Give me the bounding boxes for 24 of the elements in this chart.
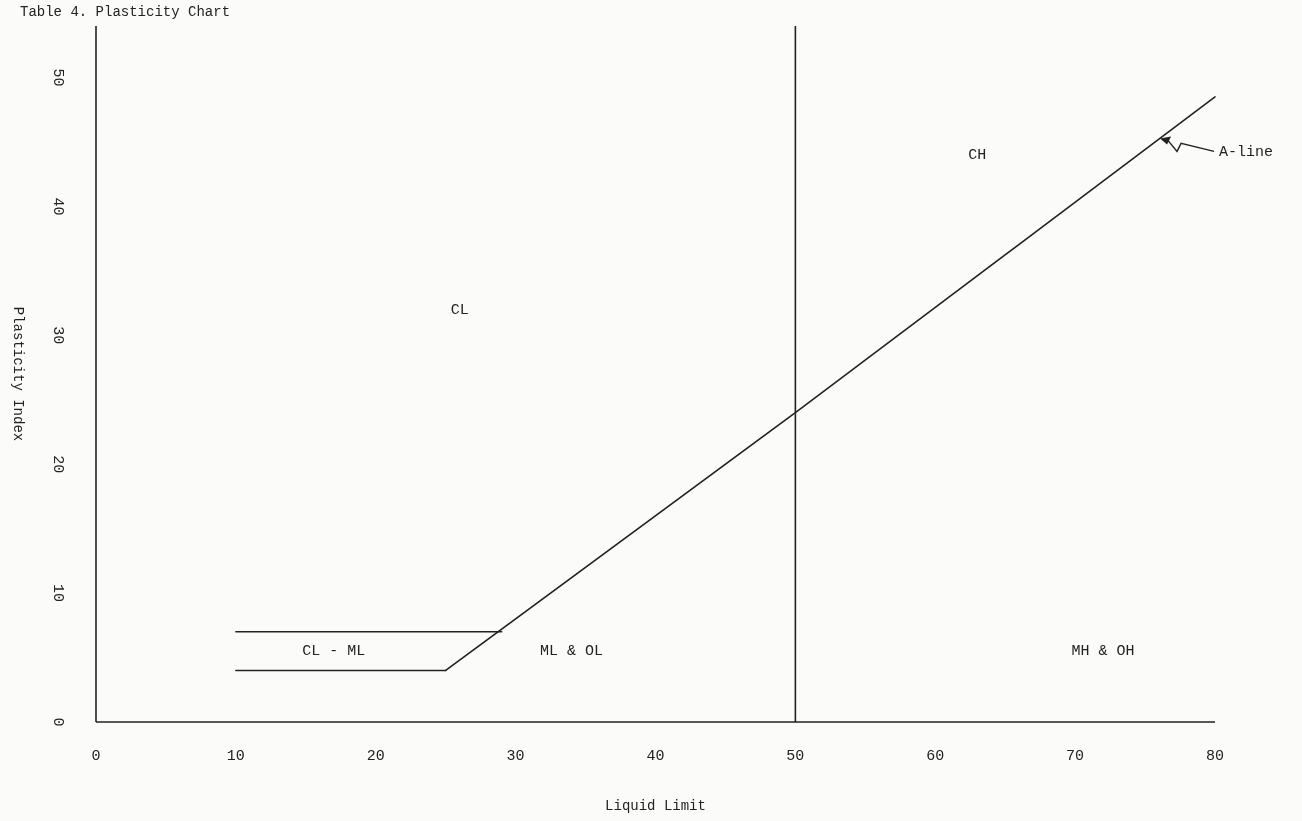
x-tick-label: 60	[926, 748, 945, 765]
y-tick-label: 20	[49, 455, 67, 474]
y-tick-label: 30	[49, 326, 67, 345]
x-tick-label: 80	[1205, 748, 1225, 765]
annotation: CH	[968, 146, 987, 164]
annotation: CL	[450, 301, 469, 319]
annotation: ML & OL	[540, 643, 604, 661]
x-axis-title: Liquid Limit	[605, 798, 706, 814]
x-tick-label: 20	[366, 748, 385, 765]
x-tick-label: 50	[786, 748, 805, 765]
y-tick-label: 0	[49, 717, 67, 727]
annotation: CL - ML	[302, 643, 366, 661]
x-tick-label: 10	[226, 748, 245, 765]
x-tick-label: 70	[1066, 748, 1085, 765]
y-tick-label: 40	[49, 197, 67, 216]
y-tick-label: 10	[49, 584, 67, 603]
x-tick-label: 40	[646, 748, 665, 765]
annotation: A-line	[1219, 144, 1274, 162]
x-tick-label: 30	[506, 748, 525, 765]
annotation: MH & OH	[1071, 643, 1135, 661]
x-tick-label: 0	[91, 748, 101, 765]
y-axis-title: Plasticity Index	[10, 306, 26, 442]
chart-title: Table 4. Plasticity Chart	[20, 4, 231, 20]
y-tick-label: 50	[49, 68, 67, 87]
